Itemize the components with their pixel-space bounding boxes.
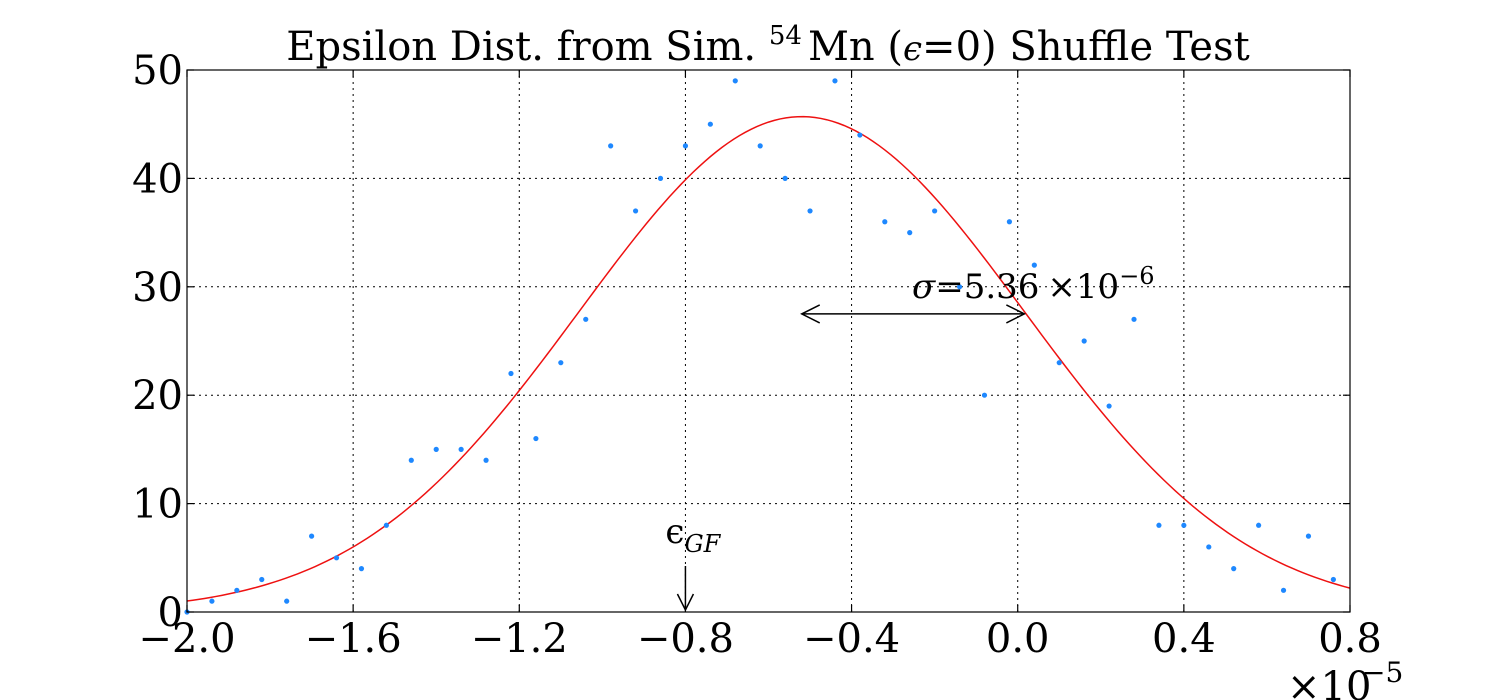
- data-points: [184, 78, 1336, 615]
- data-point: [1330, 576, 1336, 583]
- y-tick-label: 30: [132, 265, 183, 311]
- data-point: [583, 316, 589, 322]
- x-tick-label: −2.0: [138, 616, 235, 662]
- data-point: [558, 360, 564, 366]
- data-point: [732, 78, 738, 84]
- x-multiplier-exp: −5: [1362, 656, 1403, 689]
- data-point: [832, 78, 838, 84]
- data-point: [907, 230, 913, 236]
- title-epsilon: ϵ: [903, 29, 922, 69]
- data-point: [1031, 262, 1037, 268]
- sigma-arrow-head-left: [800, 304, 821, 324]
- data-point: [857, 132, 863, 138]
- data-point: [433, 446, 439, 452]
- data-point: [1280, 587, 1287, 593]
- data-point: [234, 587, 240, 593]
- data-point: [383, 522, 389, 528]
- data-point: [209, 598, 215, 604]
- data-point: [1305, 533, 1312, 539]
- grid-lines: [187, 70, 1350, 612]
- x-tick-label: 0.8: [1318, 616, 1382, 662]
- data-point: [932, 208, 938, 214]
- axis-ticks: −2.0 −1.6 −1.2 −0.8 −0.4 0.0 0.4 0.8 0 10 20 30 40 50: [132, 48, 1382, 662]
- y-tick-label: 10: [132, 482, 183, 528]
- data-point: [807, 208, 813, 214]
- x-tick-label: −0.8: [637, 616, 734, 662]
- data-point: [757, 143, 763, 149]
- data-point: [632, 208, 639, 214]
- title-main: Epsilon Dist. from Sim.: [286, 24, 769, 70]
- y-tick-label: 20: [132, 373, 183, 419]
- sigma-annotation: σ=5.36 ×10−6: [912, 262, 1155, 307]
- data-point: [981, 392, 988, 398]
- annotations: σ=5.36 ×10−6 ϵGF: [665, 262, 1155, 612]
- data-point: [508, 370, 514, 377]
- y-tick-label: 50: [132, 48, 183, 94]
- x-tick-label: −1.6: [305, 616, 402, 662]
- data-point: [458, 446, 464, 452]
- data-point: [1181, 522, 1187, 528]
- data-point: [682, 143, 689, 149]
- title-eq: =0) Shuffle Test: [922, 24, 1250, 70]
- x-tick-label: −0.4: [803, 616, 900, 662]
- data-point: [1156, 522, 1162, 528]
- gaussian-fit-line: [186, 115, 1351, 602]
- sigma-arrow-head-right: [1006, 304, 1027, 324]
- data-point: [1131, 316, 1137, 322]
- data-point: [608, 143, 614, 149]
- x-tick-label: 0.0: [986, 616, 1050, 662]
- data-point: [1006, 219, 1013, 225]
- sigma-times: ×10: [1047, 267, 1119, 307]
- data-point: [259, 576, 265, 583]
- data-point: [483, 457, 489, 463]
- egf-subscript: GF: [684, 530, 721, 558]
- data-point: [1256, 522, 1262, 528]
- data-point: [333, 555, 340, 561]
- sigma-symbol: σ: [912, 267, 936, 307]
- data-point: [309, 533, 315, 539]
- y-tick-label: 40: [132, 156, 183, 202]
- egf-label: ϵGF: [665, 512, 721, 558]
- x-tick-label: −1.2: [471, 616, 568, 662]
- data-point: [1106, 403, 1112, 409]
- data-point: [284, 598, 290, 604]
- sigma-value: =5.36: [935, 267, 1039, 307]
- data-point: [657, 175, 664, 181]
- data-point: [782, 175, 788, 181]
- x-axis-multiplier: ×10 −5: [1287, 656, 1403, 700]
- data-point: [1231, 566, 1237, 572]
- data-point: [358, 566, 365, 572]
- data-point: [1206, 544, 1212, 550]
- data-point: [1081, 338, 1087, 344]
- data-point: [408, 457, 414, 463]
- y-tick-label: 0: [158, 590, 183, 636]
- chart-title: Epsilon Dist. from Sim. 54 Mn (ϵ=0) Shuff…: [286, 21, 1249, 70]
- sigma-exponent: −6: [1119, 262, 1154, 290]
- data-point: [882, 219, 888, 225]
- data-point: [533, 435, 539, 442]
- plot-frame: [186, 69, 1351, 613]
- title-isotope: Mn (: [808, 24, 903, 70]
- egf-symbol: ϵ: [665, 512, 684, 552]
- data-point: [707, 121, 713, 127]
- x-multiplier-base: ×10: [1287, 664, 1371, 700]
- fit-layer: [186, 115, 1351, 602]
- data-point: [956, 284, 963, 290]
- data-point: [1056, 360, 1062, 366]
- x-tick-label: 0.4: [1152, 616, 1216, 662]
- title-superscript: 54: [769, 21, 802, 51]
